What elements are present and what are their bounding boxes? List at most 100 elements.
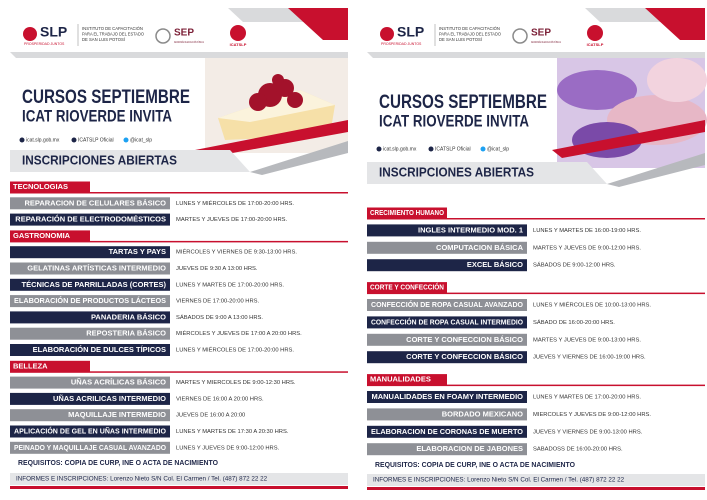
slp-logo: [23, 27, 37, 41]
section-label-bg: [367, 207, 447, 219]
sep: SEP: [531, 28, 551, 39]
course-bar: [10, 441, 170, 454]
course-bar: [367, 316, 527, 329]
section-name: CORTE Y CONFECCIÓN: [370, 283, 444, 292]
course-name: MANUALIDADES EN FOAMY INTERMEDIO: [371, 392, 523, 401]
section-label-bg: [367, 282, 447, 294]
section-label-bg: [10, 360, 90, 372]
institute: PARA EL TRABAJO DEL ESTADO: [439, 32, 502, 37]
section-rule: [10, 192, 348, 194]
cake-top: [218, 90, 335, 122]
institute: DE SAN LUIS POTOSÍ: [439, 37, 483, 42]
course-name: MAQUILLAJE INTERMEDIO: [68, 410, 166, 419]
social-handle: icat.slp.gob.mx: [26, 137, 60, 143]
requirements: REQUISITOS: COPIA DE CURP, INE O ACTA DE…: [375, 462, 576, 469]
course-bar: [10, 278, 170, 291]
course-schedule: JUEVES DE 16:00 A 20:00: [176, 413, 245, 419]
brand: SLP: [40, 24, 67, 40]
course-schedule: MIÉRCOLES Y JUEVES DE 17:00 A 20:00 HRS.: [176, 330, 302, 337]
stripe: [10, 52, 348, 58]
berry: [249, 93, 267, 111]
course-schedule: LUNES Y MARTES DE 17:00-20:00 HRS.: [533, 395, 641, 401]
course-schedule: VIERNES DE 16:00 A 20:00 HRS.: [176, 396, 264, 402]
course-name: PEINADO Y MAQUILLAJE CASUAL AVANZADO: [14, 443, 166, 452]
course-bar: [10, 425, 170, 438]
course-name: GELATINAS ARTÍSTICAS INTERMEDIO: [27, 263, 166, 272]
institute: INSTITUTO DE CAPACITACIÓN: [439, 26, 500, 31]
course-name: CORTE Y CONFECCION BÁSICO: [406, 352, 523, 361]
social-handle: ICATSLP Oficial: [78, 137, 114, 143]
sep-emblem: [155, 28, 171, 44]
social-icon: [428, 146, 434, 152]
course-name: REPOSTERIA BÁSICO: [86, 329, 166, 338]
course-bar: [367, 425, 527, 438]
course-bar: [367, 241, 527, 254]
course-bar: [367, 299, 527, 311]
icat: ICATSLP: [230, 42, 247, 47]
institute: PARA EL TRABAJO DEL ESTADO: [82, 32, 145, 37]
section-label-bg: [367, 374, 447, 386]
section-rule: [10, 240, 348, 243]
poster: SLP PROSPERIDAD JUNTOS INSTITUTO DE CAPACI…: [0, 0, 348, 500]
berry: [272, 74, 284, 86]
course-bar: [10, 311, 170, 324]
section-label-bg: [10, 181, 90, 193]
stripe: [367, 162, 607, 184]
section-name: MANUALIDADES: [370, 375, 431, 384]
fabric: [647, 58, 707, 102]
course-bar: [367, 391, 527, 403]
course-schedule: LUNES Y MIÉRCOLES DE 17:00-20:00 HRS.: [176, 347, 294, 354]
course-schedule: LUNES Y MARTES DE 17:30 A 20:30 HRS.: [176, 429, 289, 435]
course-schedule: MIÉRCOLES Y VIERNES DE 9:30-13:00 HRS.: [176, 249, 297, 256]
course-schedule: MARTES Y JUEVES DE 9:00-12:00 HRS.: [533, 245, 641, 251]
brand-tagline: PROSPERIDAD JUNTOS: [381, 42, 422, 46]
course-bar: [367, 259, 527, 272]
section-name: TECNOLOGIAS: [13, 182, 68, 191]
course-name: PANADERIA BÁSICO: [91, 312, 166, 321]
poster: SLP PROSPERIDAD JUNTOS INSTITUTO DE CAPACI…: [357, 0, 707, 500]
course-schedule: SABADOSS DE 16:00-20:00 HRS.: [533, 447, 623, 453]
course-bar: [10, 262, 170, 275]
course-bar: [10, 295, 170, 308]
sep-emblem: [512, 28, 528, 44]
section-name: GASTRONOMIA: [13, 231, 71, 240]
berry: [287, 92, 303, 108]
requirements: REQUISITOS: COPIA DE CURP, INE O ACTA DE…: [18, 460, 219, 467]
social-icon: [71, 137, 77, 143]
title: CURSOS SEPTIEMBRE: [379, 92, 547, 113]
icat-logo: [230, 25, 246, 41]
social-icon: [376, 146, 382, 152]
course-name: EXCEL BÁSICO: [467, 260, 523, 269]
sep: SEP: [174, 28, 194, 39]
institute: INSTITUTO DE CAPACITACIÓN: [82, 26, 143, 31]
social-icon: [19, 137, 25, 143]
course-bar: [367, 408, 527, 421]
subtitle: ICAT RIOVERDE INVITA: [22, 106, 172, 125]
stripe: [195, 120, 348, 158]
course-name: TÉCNICAS DE PARRILLADAS (CORTES): [22, 280, 167, 289]
course-bar: [10, 246, 170, 259]
course-bar: [10, 213, 170, 226]
course-name: INGLES INTERMEDIO MOD. 1: [418, 225, 523, 234]
course-name: BORDADO MEXICANO: [442, 409, 523, 418]
course-bar: [367, 351, 527, 364]
course-schedule: MARTES Y MIERCOLES DE 9:00-12:30 HRS.: [176, 380, 296, 386]
course-schedule: LUNES Y MIÉRCOLES DE 17:00-20:00 HRS.: [176, 200, 294, 207]
course-schedule: JUEVES Y VIERNES DE 16:00-19:00 HRS.: [533, 355, 646, 361]
course-bar: [10, 344, 170, 356]
stripe: [10, 150, 250, 172]
course-schedule: LUNES Y MARTES DE 16:00-19:00 HRS.: [533, 228, 641, 234]
stripe: [288, 8, 348, 40]
course-schedule: LUNES Y MARTES DE 17:00-20:00 HRS.: [176, 282, 284, 288]
contact-bg: [10, 473, 348, 485]
course-schedule: MARTES Y JUEVES DE 17:00-20:00 HRS.: [176, 217, 288, 223]
social-handle: icat.slp.gob.mx: [383, 146, 417, 152]
course-bar: [367, 443, 527, 456]
course-bar: [10, 409, 170, 422]
social-icon: [480, 146, 486, 152]
course-bar: [10, 392, 170, 405]
course-schedule: JUEVES Y VIERNES DE 9:00-13:00 HRS.: [533, 429, 643, 435]
icat: ICATSLP: [587, 42, 604, 47]
contact: INFORMES E INSCRIPCIONES: Lorenzo Nieto …: [373, 477, 625, 484]
institute: DE SAN LUIS POTOSÍ: [82, 37, 126, 42]
